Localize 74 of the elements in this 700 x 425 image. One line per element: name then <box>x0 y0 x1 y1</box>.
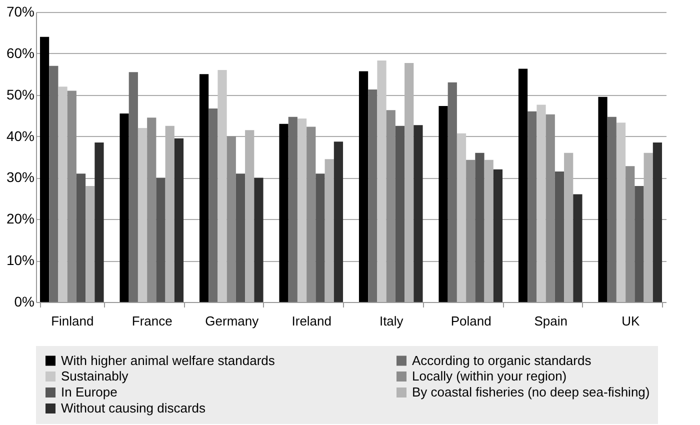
bar <box>466 160 476 302</box>
legend-label: Without causing discards <box>61 400 206 416</box>
y-tick-label: 0% <box>14 294 34 310</box>
x-tick-label: Spain <box>534 314 568 328</box>
legend-label: With higher animal welfare standards <box>61 352 276 368</box>
bar <box>288 116 298 302</box>
bar <box>208 108 218 302</box>
bar <box>67 90 76 302</box>
bar <box>368 89 378 302</box>
bar <box>386 110 396 302</box>
x-tick-label: Germany <box>205 314 260 328</box>
bar <box>395 126 405 302</box>
bar <box>174 138 184 302</box>
bar <box>86 186 95 302</box>
bar <box>546 114 555 302</box>
y-tick-label: 20% <box>6 210 34 227</box>
x-tick-label: Finland <box>51 314 94 328</box>
x-tick-label: Ireland <box>292 314 332 328</box>
bar <box>254 178 264 302</box>
x-tick-label: Poland <box>450 314 492 328</box>
bar <box>536 104 546 302</box>
bar <box>414 125 423 302</box>
bar <box>652 142 662 302</box>
bar <box>626 166 635 302</box>
bar <box>358 71 368 302</box>
bar <box>518 68 528 302</box>
bar <box>493 169 503 302</box>
x-tick-label: UK <box>622 314 640 328</box>
legend-label: By coastal fisheries (no deep sea-fishing) <box>412 384 650 400</box>
legend-label: In Europe <box>61 384 118 400</box>
bar <box>147 118 156 302</box>
bar <box>94 142 104 302</box>
legend-label: Locally (within your region) <box>412 368 567 384</box>
bar <box>528 111 537 302</box>
bar <box>226 136 236 302</box>
bar <box>377 60 386 302</box>
bar <box>49 66 58 302</box>
bar <box>297 118 307 302</box>
bar <box>120 114 129 302</box>
y-tick-label: 10% <box>6 252 34 268</box>
legend-label: Sustainably <box>61 368 129 384</box>
y-tick-label: 60% <box>6 44 34 61</box>
bar <box>76 174 86 302</box>
bar <box>218 70 227 302</box>
bar <box>138 128 148 302</box>
y-tick-label: 50% <box>6 86 34 102</box>
bar <box>607 116 616 302</box>
bar <box>279 124 288 302</box>
y-tick-label: 40% <box>6 128 34 144</box>
y-tick-label: 30% <box>6 169 34 186</box>
bar <box>573 194 582 302</box>
bar <box>306 126 316 302</box>
bar <box>456 133 466 302</box>
bar <box>324 159 334 302</box>
x-tick-label: France <box>132 314 172 328</box>
bar <box>316 174 325 302</box>
bar <box>598 96 608 302</box>
bar <box>634 186 644 302</box>
bar <box>616 122 626 302</box>
bar <box>334 142 344 302</box>
bar <box>554 172 564 302</box>
x-tick-label: Italy <box>379 314 404 328</box>
bar <box>40 36 50 302</box>
bar <box>236 174 246 302</box>
bar <box>156 178 166 302</box>
bar <box>438 106 448 302</box>
bar <box>448 82 457 302</box>
bar <box>199 74 209 302</box>
y-tick-label: 70% <box>6 4 34 20</box>
bar <box>484 160 494 302</box>
legend-label: According to organic standards <box>412 352 592 368</box>
bar <box>475 152 484 302</box>
bar <box>58 86 68 302</box>
bar <box>128 72 138 302</box>
